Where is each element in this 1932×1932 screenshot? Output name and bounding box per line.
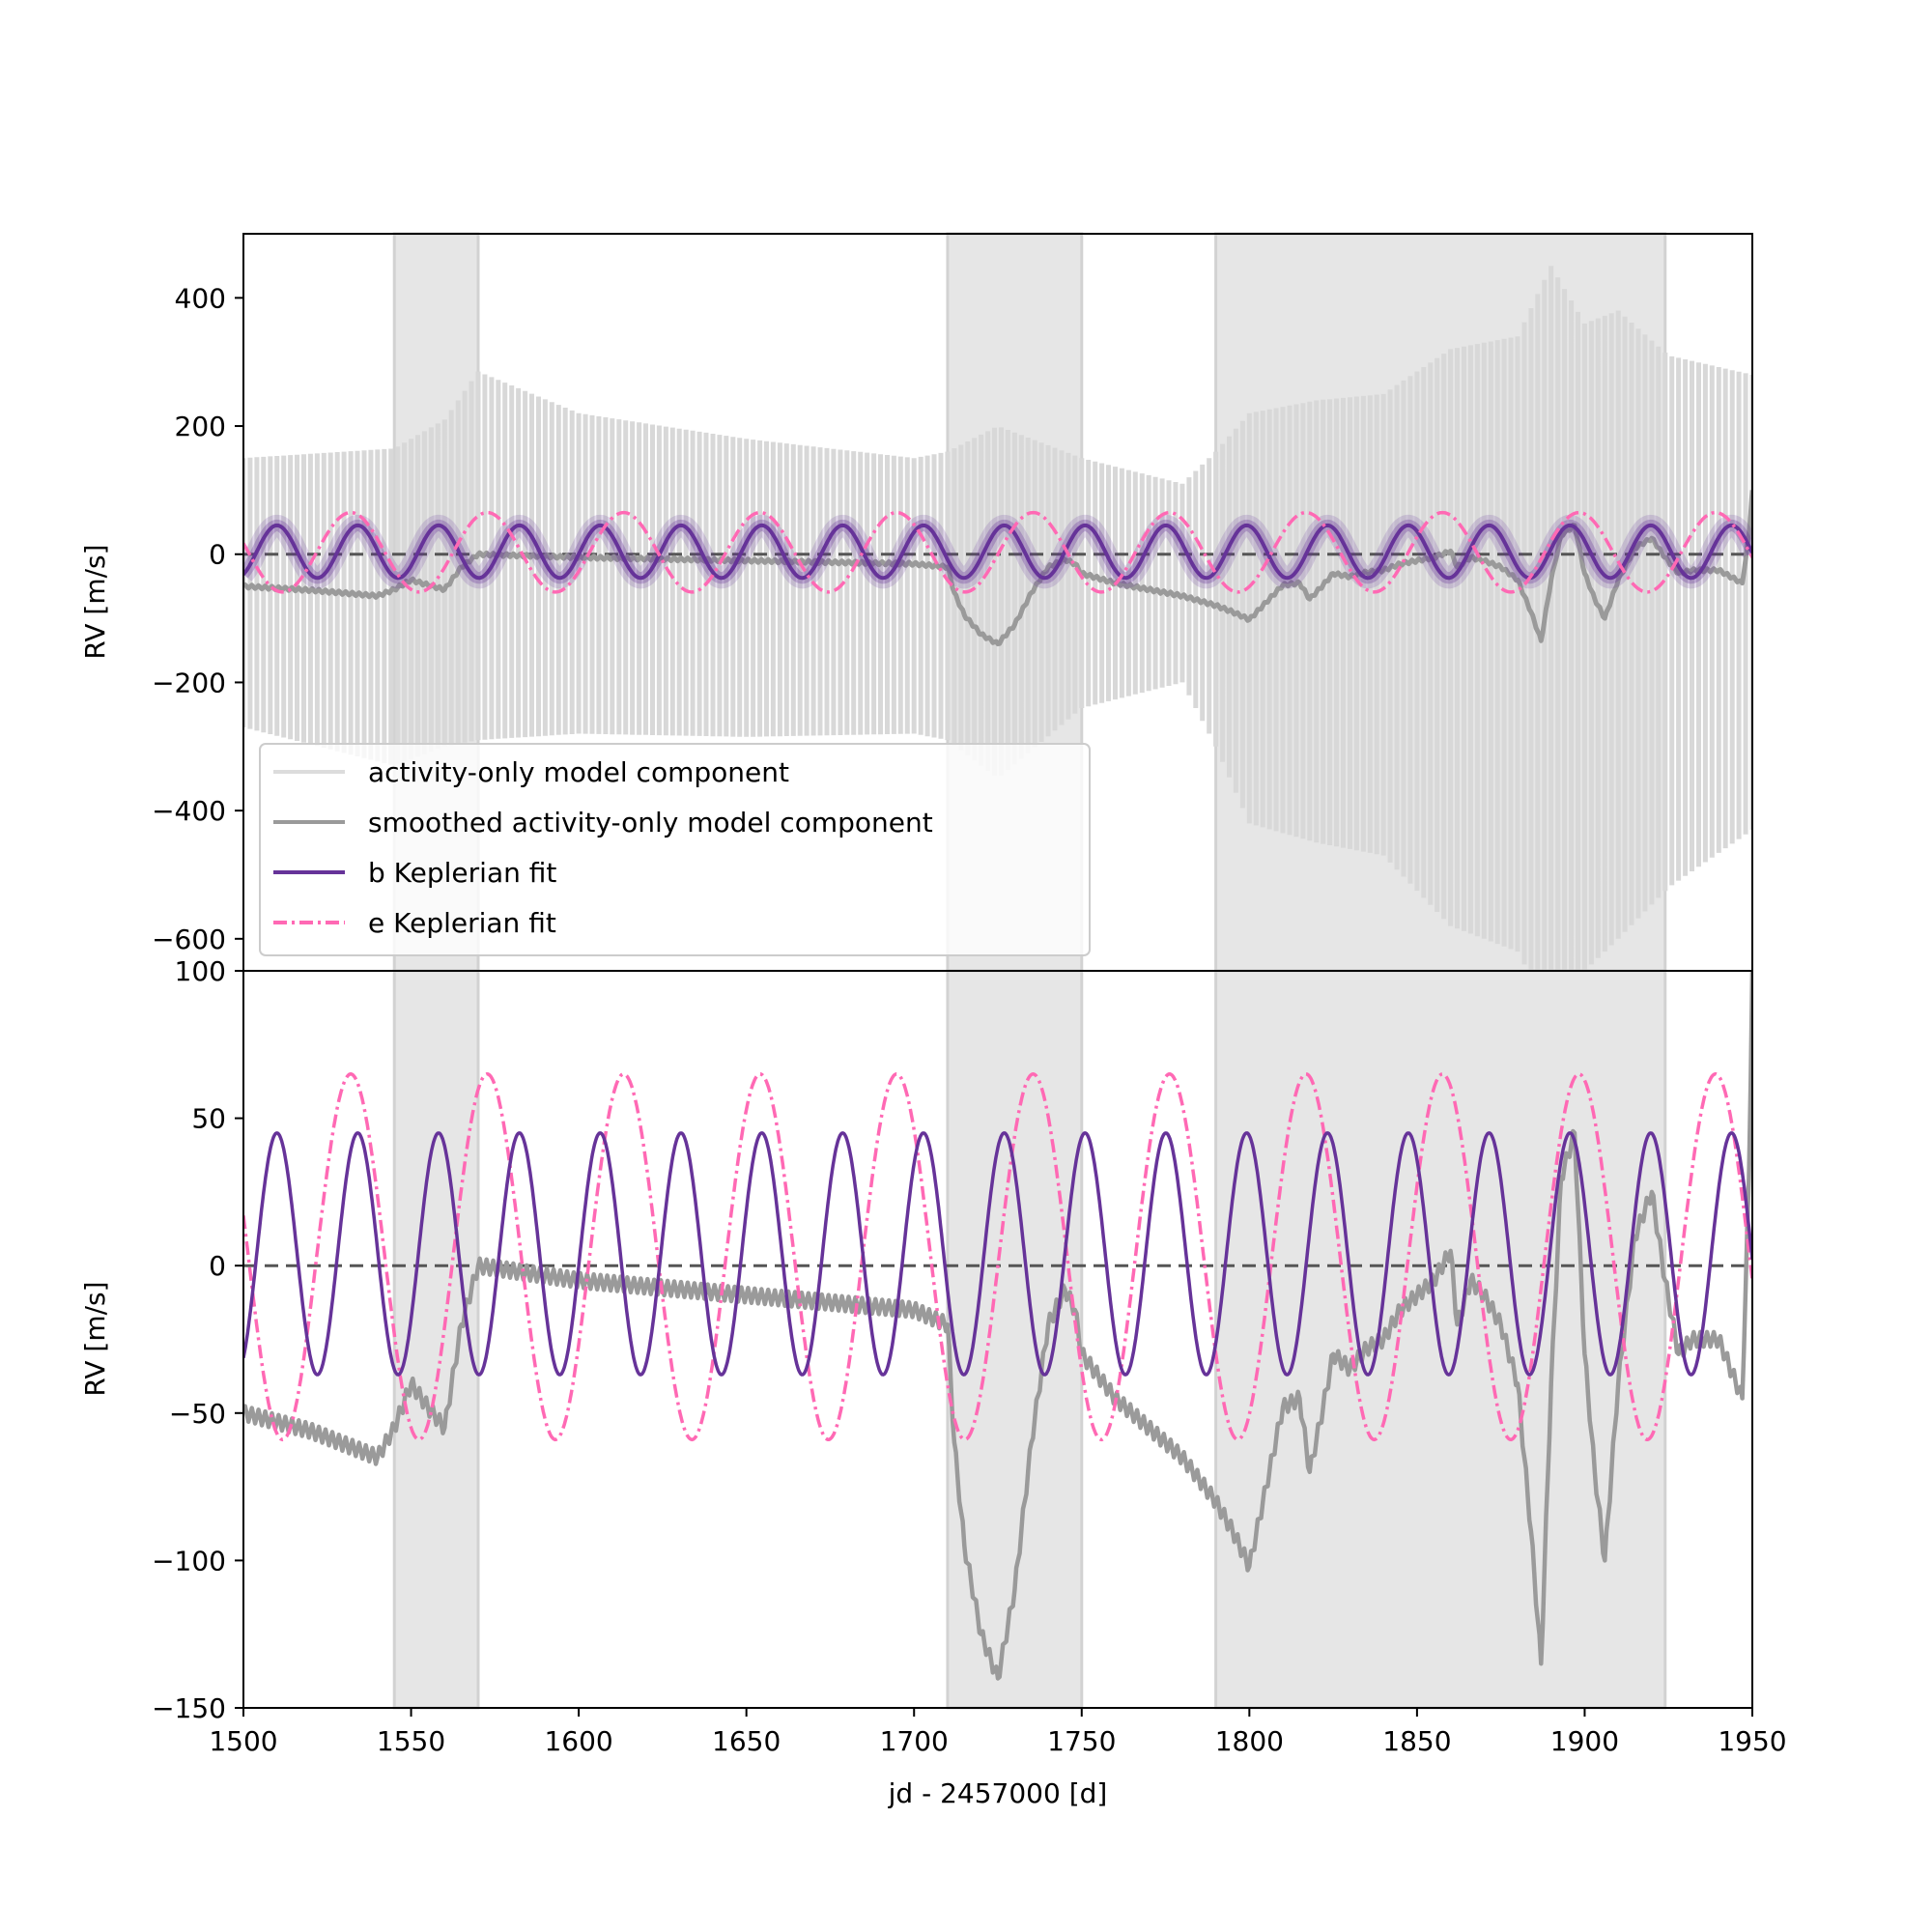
y-tick-label: −600 — [152, 923, 226, 955]
y-tick-label: −200 — [152, 667, 226, 698]
top-y-ticks: 400 200 0 −200 −400 −600 — [152, 282, 243, 955]
smoothed-activity-line — [243, 971, 1752, 1681]
bottom-shaded-regions — [392, 969, 1667, 1710]
y-tick-label: 400 — [175, 282, 226, 314]
y-tick-label: −400 — [152, 795, 226, 827]
b-keplerian-line — [243, 523, 1752, 581]
e-keplerian-line — [243, 510, 1752, 594]
top-y-axis-label: RV [m/s] — [79, 544, 111, 659]
bottom-x-ticks: 1500 1550 1600 1650 1700 1750 1800 1850 1900 1950 — [209, 1708, 1787, 1757]
bottom-axes-frame — [242, 970, 1753, 1709]
y-tick-label: −100 — [152, 1545, 226, 1577]
x-tick-label: 1500 — [209, 1725, 277, 1757]
top-panel: 400 200 0 −200 −400 −600 RV [m/s] activity-on… — [79, 232, 1753, 973]
bottom-smoothed-activity-series — [243, 971, 1752, 1681]
x-tick-label: 1700 — [880, 1725, 949, 1757]
y-tick-label: 100 — [175, 955, 226, 987]
smoothed-activity-line — [243, 490, 1752, 647]
b-keplerian-line — [243, 1131, 1752, 1377]
x-axis-label: jd - 2457000 [d] — [888, 1777, 1108, 1809]
legend-label-e-keplerian: e Keplerian fit — [368, 907, 556, 939]
legend-label-smoothed: smoothed activity-only model component — [368, 807, 933, 838]
legend-label-b-keplerian: b Keplerian fit — [368, 857, 556, 889]
top-smoothed-activity-series — [243, 490, 1752, 647]
x-tick-label: 1550 — [377, 1725, 445, 1757]
y-tick-label: 0 — [209, 1250, 226, 1282]
shaded-region-1 — [392, 969, 480, 1710]
bottom-panel: 100 50 0 −50 −100 −150 1500 1550 1600 1650 1700 17… — [79, 955, 1787, 1809]
legend: activity-only model component smoothed a… — [259, 743, 1091, 956]
x-tick-label: 1800 — [1215, 1725, 1284, 1757]
x-tick-label: 1750 — [1047, 1725, 1116, 1757]
bottom-y-ticks: 100 50 0 −50 −100 −150 — [152, 955, 243, 1724]
shaded-region-3 — [1214, 969, 1667, 1710]
y-tick-label: 0 — [209, 539, 226, 571]
y-tick-label: −50 — [169, 1398, 226, 1430]
bottom-e-keplerian-series — [243, 1072, 1752, 1442]
x-tick-label: 1600 — [544, 1725, 612, 1757]
x-tick-label: 1650 — [712, 1725, 781, 1757]
x-tick-label: 1900 — [1550, 1725, 1619, 1757]
bottom-b-keplerian-series — [243, 1131, 1752, 1377]
legend-label-activity: activity-only model component — [368, 756, 789, 788]
x-tick-label: 1850 — [1382, 1725, 1451, 1757]
y-tick-label: 50 — [191, 1103, 226, 1135]
x-tick-label: 1950 — [1718, 1725, 1786, 1757]
y-tick-label: −150 — [152, 1692, 226, 1724]
bottom-y-axis-label: RV [m/s] — [79, 1281, 111, 1396]
legend-box — [259, 743, 1091, 956]
top-e-keplerian-series — [243, 510, 1752, 594]
y-tick-label: 200 — [175, 411, 226, 442]
top-b-keplerian-series — [243, 514, 1752, 589]
e-keplerian-line — [243, 1072, 1752, 1442]
